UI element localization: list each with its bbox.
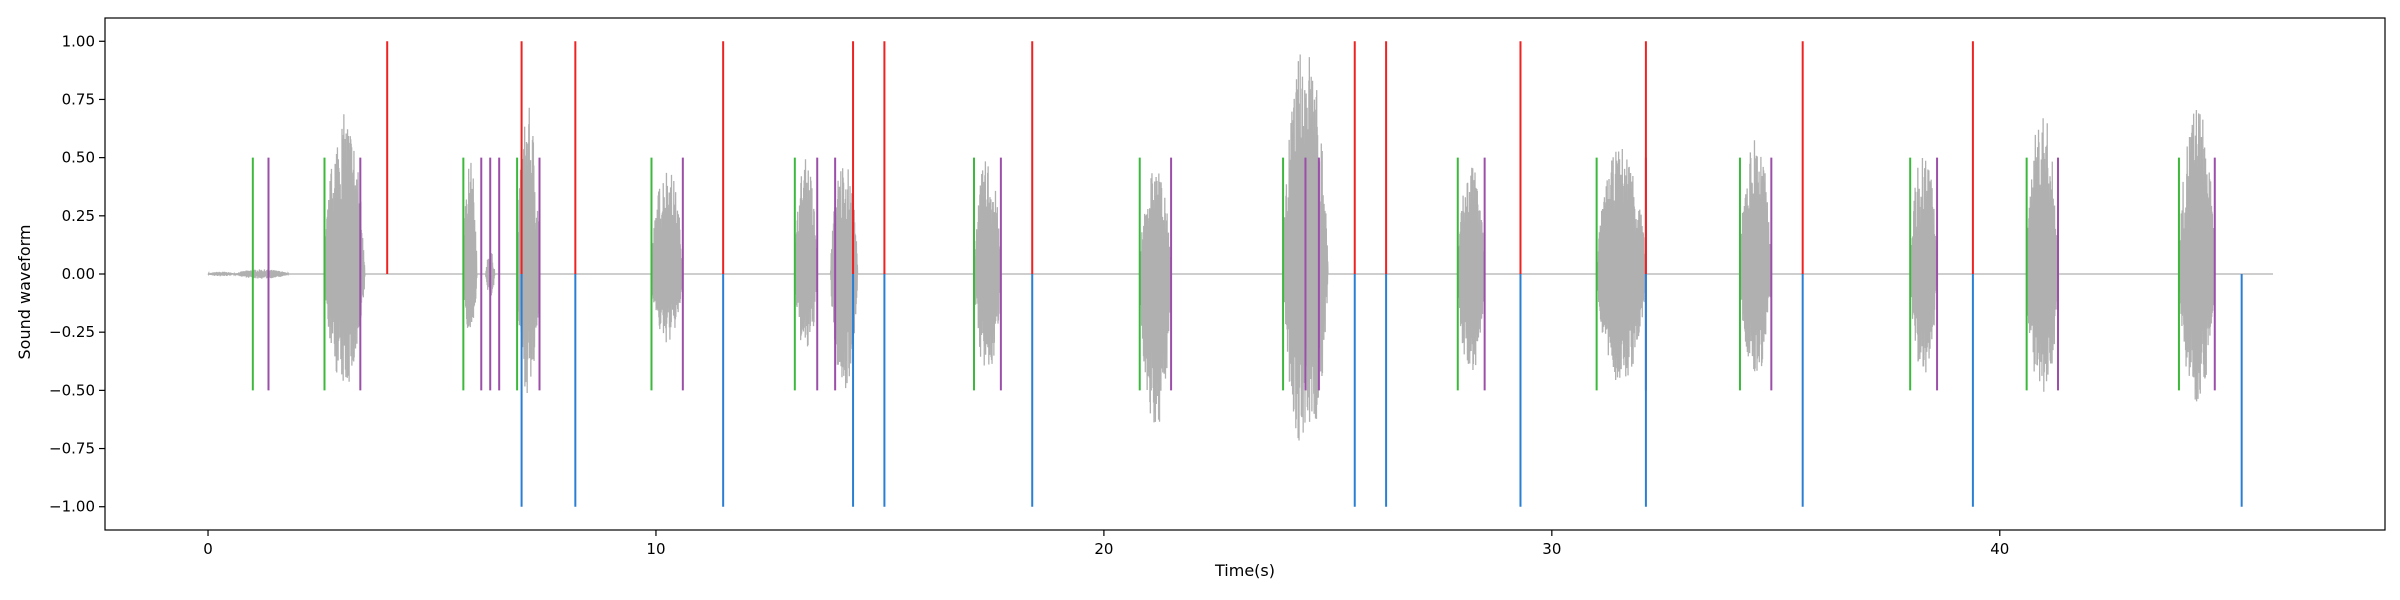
y-tick-label-2: 0.50: [62, 149, 95, 167]
x-tick-label-1: 10: [646, 540, 665, 558]
y-axis-label: Sound waveform: [15, 225, 34, 360]
x-tick-label-2: 20: [1094, 540, 1113, 558]
y-tick-label-7: −0.75: [49, 440, 95, 458]
plot-layer: [207, 41, 2274, 507]
y-tick-label-1: 0.75: [62, 90, 95, 108]
y-tick-label-6: −0.50: [49, 381, 95, 399]
y-tick-label-8: −1.00: [49, 498, 95, 516]
y-tick-label-3: 0.25: [62, 207, 95, 225]
waveform-line: [207, 54, 2274, 441]
x-tick-label-3: 30: [1542, 540, 1561, 558]
x-axis-label: Time(s): [1214, 561, 1275, 580]
y-tick-label-4: 0.00: [62, 265, 95, 283]
y-tick-label-5: −0.25: [49, 323, 95, 341]
axes-layer: 0 10 20 30 40 1.00 0.75 0.50 0.25 0.00 −0.25 −0.50 −…: [49, 17, 2386, 558]
x-tick-label-0: 0: [203, 540, 213, 558]
x-tick-label-4: 40: [1990, 540, 2009, 558]
y-tick-label-0: 1.00: [62, 32, 95, 50]
